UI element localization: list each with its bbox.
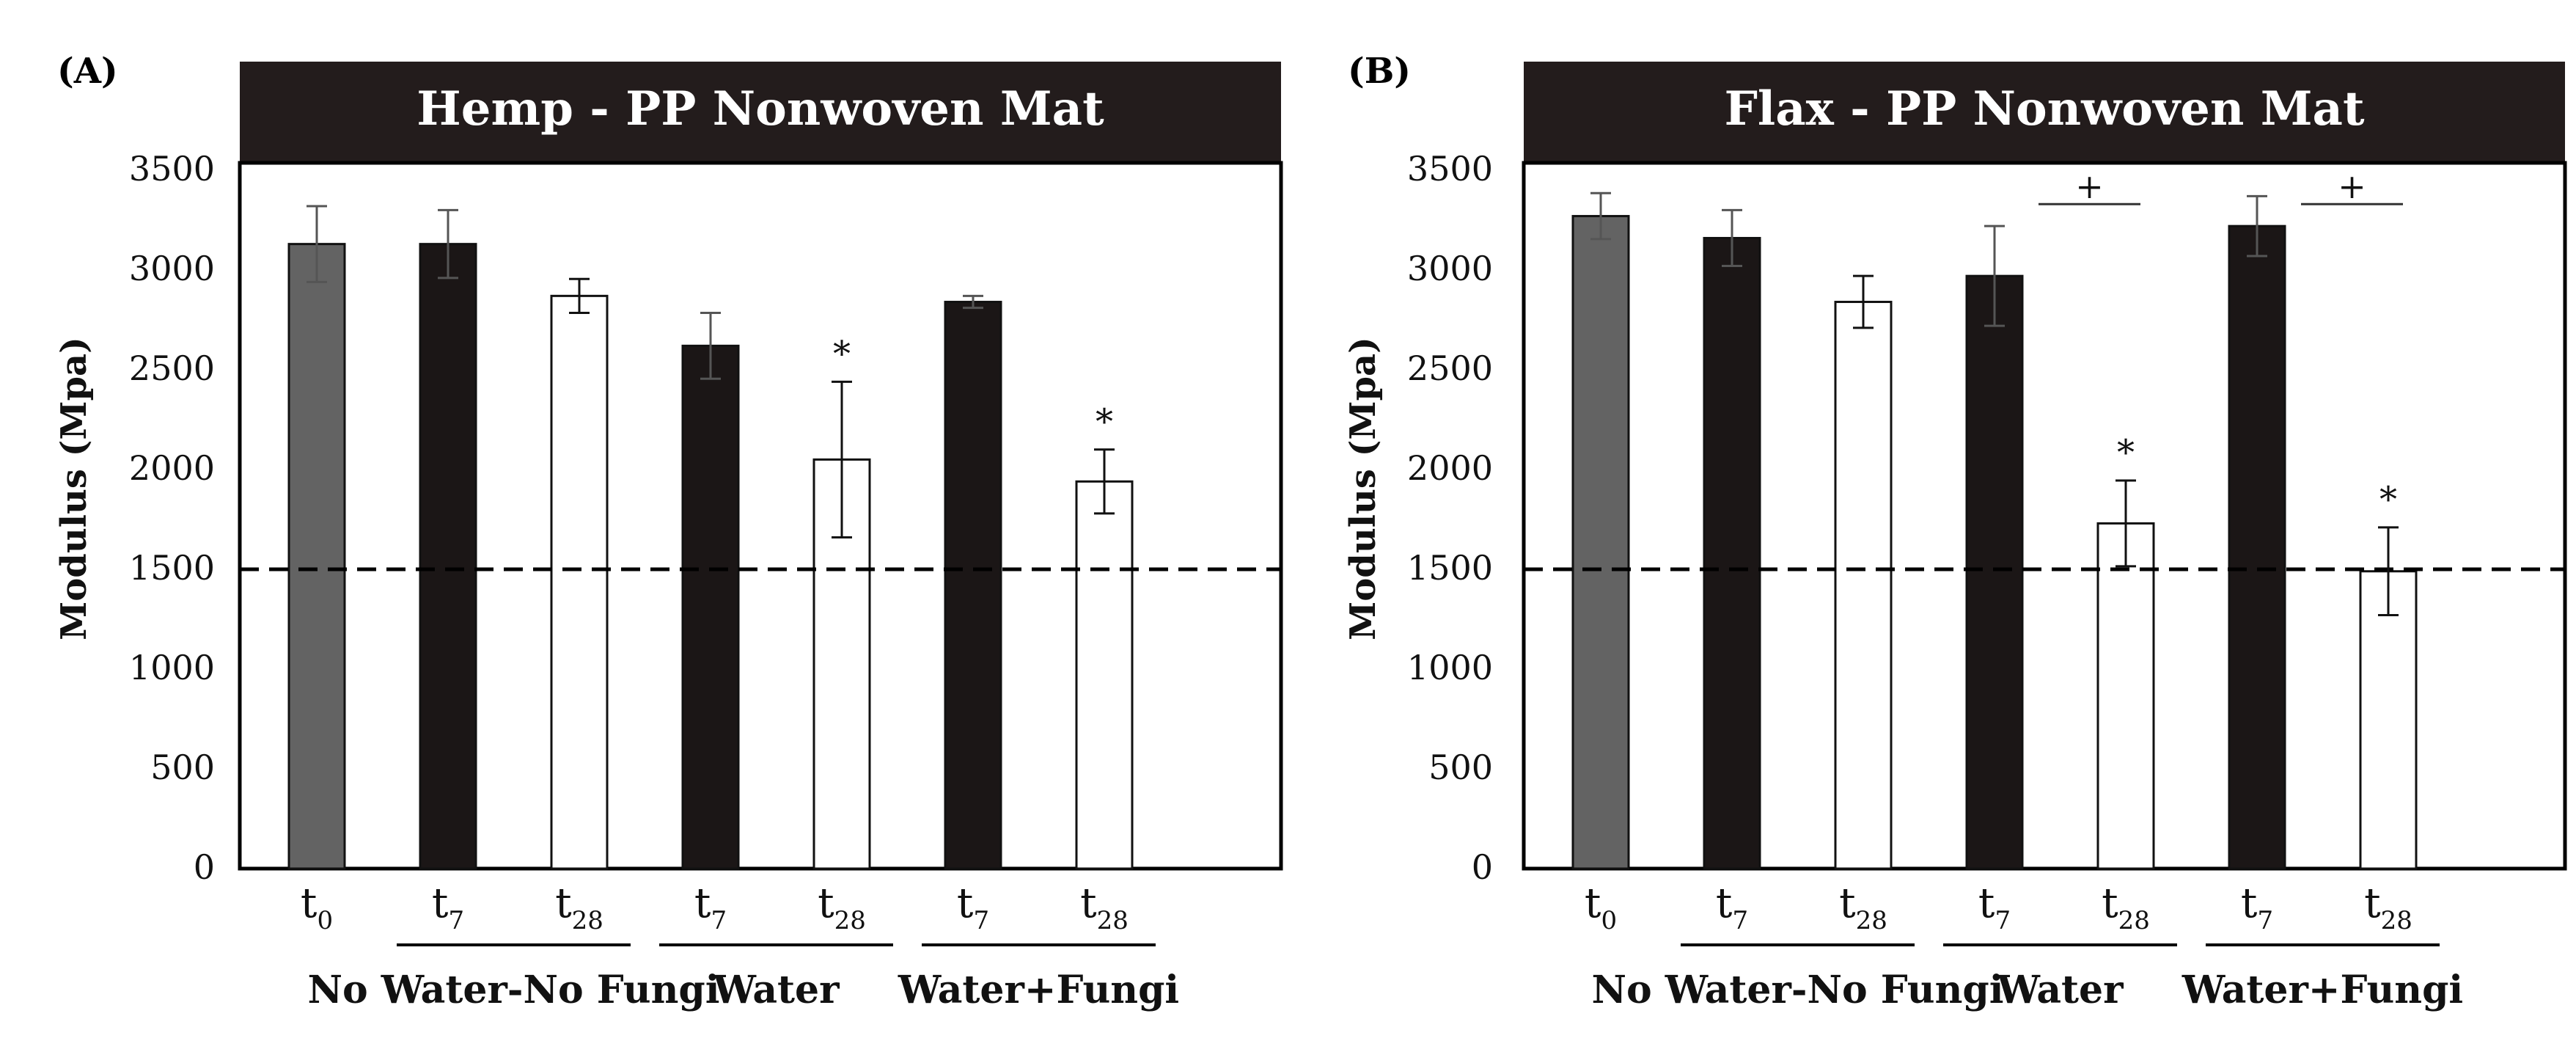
bar <box>2228 224 2286 870</box>
comparison-symbol: + <box>2338 167 2366 206</box>
chart-title: Flax - PP Nonwoven Mat <box>1724 81 2365 136</box>
group-label: No Water-No Fungi <box>307 968 719 1012</box>
group-label: Water+Fungi <box>898 968 1179 1012</box>
y-tick-label: 0 <box>194 847 215 887</box>
bar <box>1075 480 1134 870</box>
bar <box>944 301 1002 870</box>
y-tick-label: 500 <box>1428 748 1493 787</box>
title-bar <box>1524 62 2565 163</box>
y-tick-label: 2000 <box>1407 448 1493 488</box>
group-label: Water <box>1996 968 2124 1012</box>
title-bar <box>240 62 1281 163</box>
y-tick-label: 1000 <box>1407 648 1493 687</box>
y-tick-label: 1500 <box>1407 548 1493 588</box>
plot-layer: 0 500 1000 1500 2000 2500 3000 3500 t0 t7 t28 t7 * t2… <box>1407 149 2565 1012</box>
plot-frame <box>238 161 1283 871</box>
y-tick-label: 500 <box>150 748 215 787</box>
y-tick-label: 1000 <box>129 648 215 687</box>
x-tick-label: t28 <box>2364 880 2412 935</box>
x-tick-label: t28 <box>2102 880 2150 935</box>
significance-star: * <box>1096 401 1113 442</box>
y-tick-label: 3000 <box>1407 249 1493 288</box>
panel-label: (B) <box>1348 51 1411 92</box>
panel-label: (A) <box>57 51 118 92</box>
significance-star: * <box>2117 432 2135 473</box>
x-tick-label: t7 <box>1978 880 2011 935</box>
bar <box>1571 215 1630 870</box>
bar <box>1965 274 2024 870</box>
x-tick-label: t7 <box>432 880 464 935</box>
x-tick-label: t28 <box>1080 880 1129 935</box>
bar <box>419 243 477 870</box>
plot-layer: 0 500 1000 1500 2000 2500 3000 3500 t0 t7 t28 t7 * t2… <box>129 149 1281 1012</box>
x-tick-label: t28 <box>555 880 603 935</box>
group-label: Water+Fungi <box>2181 968 2463 1012</box>
y-tick-label: 0 <box>1472 847 1493 887</box>
y-tick-label: 2500 <box>1407 348 1493 388</box>
y-axis-label: Modulus (Mpa) <box>1343 337 1384 640</box>
y-tick-label: 3500 <box>129 149 215 189</box>
significance-star: * <box>2379 479 2397 520</box>
x-tick-label: t7 <box>694 880 727 935</box>
bar <box>2359 570 2418 870</box>
plot-frame <box>1522 161 2567 871</box>
y-tick-label: 3000 <box>129 249 215 288</box>
group-label: No Water-No Fungi <box>1591 968 2003 1012</box>
bar <box>2096 522 2155 870</box>
bar <box>287 243 346 870</box>
x-tick-label: t0 <box>301 880 333 935</box>
x-tick-label: t28 <box>818 880 866 935</box>
x-tick-label: t0 <box>1585 880 1617 935</box>
bar <box>550 294 609 870</box>
x-tick-label: t28 <box>1839 880 1887 935</box>
x-tick-label: t7 <box>2241 880 2273 935</box>
y-tick-label: 2500 <box>129 348 215 388</box>
y-tick-label: 1500 <box>129 548 215 588</box>
y-tick-label: 2000 <box>129 448 215 488</box>
y-axis-label: Modulus (Mpa) <box>54 337 95 640</box>
significance-star: * <box>833 333 851 374</box>
panel-b: (B) Flax - PP Nonwoven Mat 0 500 1000 1500 2… <box>1343 51 2567 1012</box>
x-tick-label: t7 <box>957 880 989 935</box>
group-label: Water <box>712 968 840 1012</box>
panel-a: (A) Hemp - PP Nonwoven Mat 0 500 1000 1500 2… <box>54 51 1283 1012</box>
x-tick-label: t7 <box>1716 880 1748 935</box>
comparison-symbol: + <box>2075 167 2104 206</box>
bar <box>1703 236 1761 870</box>
bar <box>681 344 740 870</box>
y-tick-label: 3500 <box>1407 149 1493 189</box>
bar <box>1834 301 1893 870</box>
chart-title: Hemp - PP Nonwoven Mat <box>417 81 1104 136</box>
